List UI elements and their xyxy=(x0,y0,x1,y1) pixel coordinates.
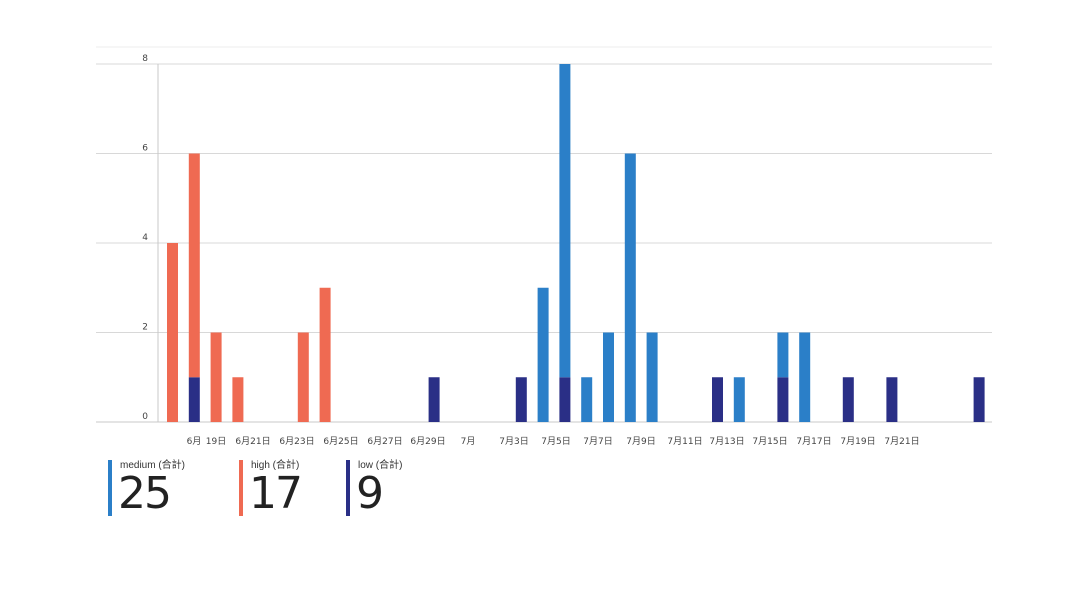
y-axis-ticks: 0 2 4 6 8 xyxy=(142,54,148,422)
x-tick-label: 7月17日 xyxy=(796,436,831,447)
bar-high-6月19日 xyxy=(210,332,222,422)
bar-medium-7月5日 xyxy=(559,64,571,378)
legend-low-swatch xyxy=(346,460,350,516)
bar-medium-7月8日 xyxy=(624,153,636,422)
bar-medium-7月15日 xyxy=(777,332,789,378)
bar-low-7月3日 xyxy=(515,377,527,422)
y-tick-label: 2 xyxy=(142,323,148,333)
legend-low-total: 9 xyxy=(356,468,384,519)
legend-medium-label: medium (合計) xyxy=(120,460,186,471)
x-tick-label: 6月23日 xyxy=(279,436,314,447)
bar-low-7月18日 xyxy=(842,377,854,422)
bar-low-7月15日 xyxy=(777,377,789,422)
bar-high-6月18日 xyxy=(188,153,200,378)
bar-medium-7月6日 xyxy=(581,377,593,422)
bar-medium-7月4日 xyxy=(537,287,549,422)
bar-high-6月20日 xyxy=(232,377,244,422)
y-tick-label: 8 xyxy=(142,54,148,64)
y-tick-label: 0 xyxy=(142,412,148,422)
x-tick-label: 7月15日 xyxy=(752,436,787,447)
x-tick-label: 6月25日 xyxy=(323,436,358,447)
x-tick-label: 7月21日 xyxy=(884,436,919,447)
x-tick-label: 7月 xyxy=(461,436,476,447)
x-tick-label: 19日 xyxy=(206,436,226,447)
bar-medium-7月9日 xyxy=(646,332,658,422)
bar-high-6月17日 xyxy=(167,243,178,422)
x-tick-label: 7月3日 xyxy=(499,436,528,447)
x-axis-ticks: 6月 19日 6月21日 6月23日 6月25日 6月27日 6月29日 7月 7月3日 7月5日… xyxy=(187,436,920,447)
bar-low-7月24日 xyxy=(973,377,985,422)
x-tick-label: 6月27日 xyxy=(367,436,402,447)
x-tick-label: 7月19日 xyxy=(840,436,875,447)
legend-high-label: high (合計) xyxy=(251,460,300,471)
bar-medium-7月16日 xyxy=(799,332,811,422)
x-tick-label: 6月21日 xyxy=(235,436,270,447)
x-tick-label: 6月29日 xyxy=(410,436,445,447)
legend-medium-total: 25 xyxy=(118,468,172,519)
x-tick-label: 7月13日 xyxy=(709,436,744,447)
bar-low-7月5日 xyxy=(559,377,571,422)
legend-low-label: low (合計) xyxy=(358,460,403,471)
legend-high-swatch xyxy=(239,460,243,516)
bar-low-6月29日 xyxy=(428,377,440,422)
x-tick-label: 7月7日 xyxy=(583,436,612,447)
x-tick-label: 7月9日 xyxy=(626,436,655,447)
bar-low-7月20日 xyxy=(886,377,898,422)
bar-medium-7月13日 xyxy=(733,377,745,422)
bars xyxy=(167,64,985,422)
y-tick-label: 4 xyxy=(142,233,148,243)
bar-medium-7月7日 xyxy=(603,332,614,422)
y-tick-label: 6 xyxy=(142,144,148,154)
bar-high-6月24日 xyxy=(319,287,331,422)
bar-low-7月12日 xyxy=(712,377,723,422)
legend-high-total: 17 xyxy=(249,468,303,519)
bar-low-6月18日 xyxy=(188,377,200,422)
bar-high-6月23日 xyxy=(297,332,309,422)
legend-medium-swatch xyxy=(108,460,112,516)
x-tick-label: 7月5日 xyxy=(541,436,570,447)
x-tick-label: 6月 xyxy=(187,436,202,447)
x-tick-label: 7月11日 xyxy=(667,436,702,447)
